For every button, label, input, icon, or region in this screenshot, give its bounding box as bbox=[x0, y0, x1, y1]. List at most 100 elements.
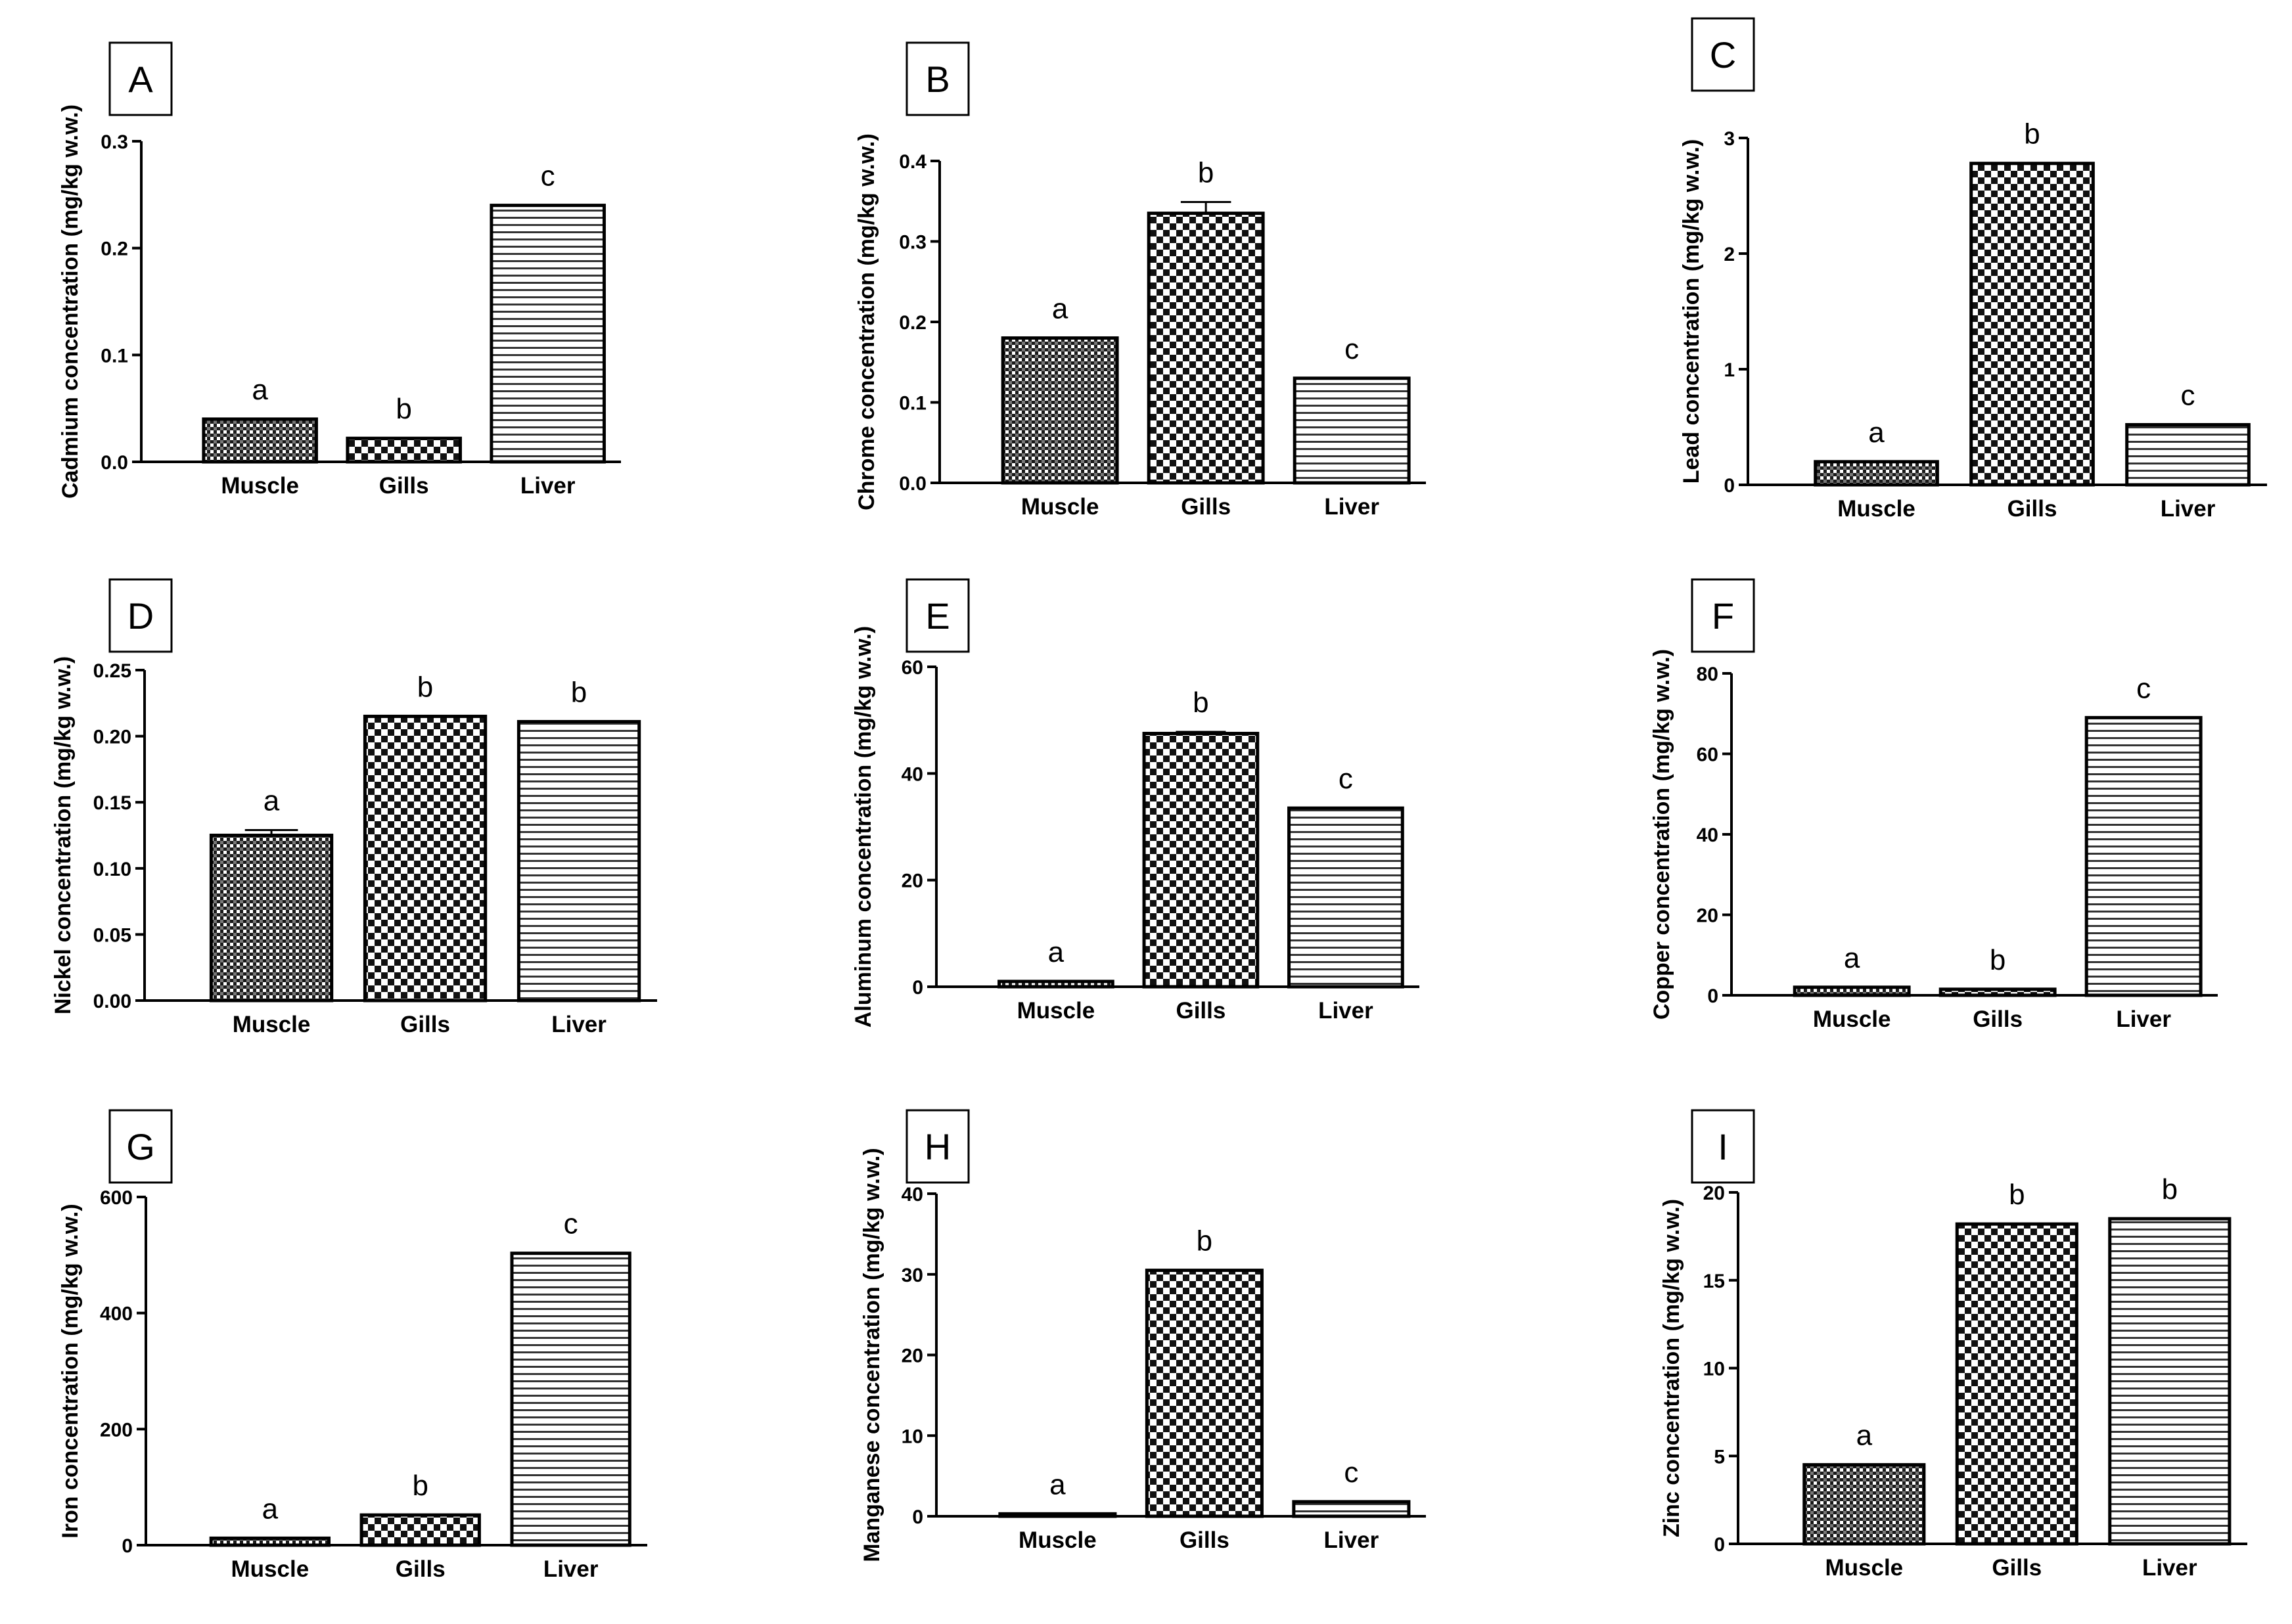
panel-d: D 0.00 0.05 0.10 0.15 0.20 0.25 Nickel concentr… bbox=[51, 578, 657, 1037]
bar-gills bbox=[359, 1513, 481, 1547]
bar-liver bbox=[1292, 1500, 1411, 1518]
y-tick-label: 0.0 bbox=[101, 452, 128, 474]
significance-label: a bbox=[1049, 1468, 1066, 1500]
category-label: Muscle bbox=[1813, 1006, 1891, 1032]
y-tick-label: 0.0 bbox=[899, 473, 927, 495]
category-label: Gills bbox=[1181, 494, 1231, 520]
y-tick-label: 0 bbox=[122, 1535, 133, 1557]
significance-label: b bbox=[1198, 156, 1214, 189]
y-tick-label: 20 bbox=[902, 1345, 923, 1367]
category-label: Liver bbox=[1324, 494, 1379, 520]
y-tick-label: 600 bbox=[100, 1187, 133, 1209]
bar-muscle bbox=[1793, 985, 1911, 997]
category-label: Liver bbox=[520, 473, 576, 499]
category-label: Muscle bbox=[1837, 496, 1915, 522]
y-tick-label: 0.1 bbox=[101, 345, 128, 367]
y-tick-label: 20 bbox=[902, 870, 923, 892]
panel-letter: H bbox=[925, 1126, 951, 1167]
bar-gills bbox=[1147, 212, 1265, 485]
bar-gills bbox=[363, 714, 488, 1003]
y-tick-label: 80 bbox=[1697, 664, 1718, 685]
y-axis-label: Copper concentration (mg/kg w.w.) bbox=[1649, 649, 1674, 1020]
y-axis-label: Nickel concentration (mg/kg w.w.) bbox=[51, 656, 76, 1014]
y-axis-label: Lead concentration (mg/kg w.w.) bbox=[1679, 139, 1704, 484]
y-tick-label: 15 bbox=[1703, 1271, 1725, 1292]
category-label: Liver bbox=[551, 1012, 607, 1037]
y-tick-label: 0.15 bbox=[93, 792, 131, 814]
significance-label: c bbox=[564, 1208, 578, 1240]
y-tick-label: 3 bbox=[1724, 128, 1735, 150]
y-tick-label: 40 bbox=[902, 763, 923, 785]
y-tick-label: 400 bbox=[100, 1303, 133, 1325]
panel-e: E 0 20 40 60 Aluminum concentration (mg/kg w.… bbox=[851, 578, 1419, 1027]
bar-muscle bbox=[209, 834, 334, 1003]
y-tick-label: 0.1 bbox=[899, 393, 927, 415]
y-tick-label: 0.3 bbox=[101, 131, 128, 153]
significance-label: a bbox=[264, 784, 280, 817]
panel-letter-box bbox=[905, 578, 970, 653]
category-label: Gills bbox=[400, 1012, 450, 1037]
category-label: Liver bbox=[543, 1556, 599, 1582]
category-label: Gills bbox=[1176, 998, 1226, 1024]
y-tick-label: 1 bbox=[1724, 359, 1735, 381]
category-label: Muscle bbox=[221, 473, 299, 499]
category-label: Liver bbox=[1324, 1527, 1379, 1553]
category-label: Liver bbox=[2161, 496, 2216, 522]
significance-label: a bbox=[1856, 1420, 1873, 1452]
y-tick-label: 0.2 bbox=[899, 312, 927, 334]
y-tick-label: 20 bbox=[1703, 1183, 1725, 1204]
panel-c: C 0 1 2 3 Lead concentration (mg/kg w.w.) a Mus… bbox=[1679, 17, 2267, 522]
panel-b: B 0.0 0.1 0.2 0.3 0.4 Chrome concentration (mg… bbox=[854, 41, 1426, 520]
panel-letter: D bbox=[127, 595, 154, 637]
bar-liver bbox=[2108, 1217, 2232, 1546]
bar-gills bbox=[1938, 987, 2057, 997]
y-tick-label: 10 bbox=[1703, 1359, 1725, 1380]
significance-label: c bbox=[2181, 379, 2195, 411]
y-tick-label: 0.3 bbox=[899, 232, 927, 254]
y-tick-label: 40 bbox=[1697, 824, 1718, 846]
y-axis-label: Manganese concentration (mg/kg w.w.) bbox=[860, 1148, 884, 1562]
bar-muscle bbox=[998, 1512, 1117, 1518]
category-label: Muscle bbox=[1017, 998, 1095, 1024]
significance-label: a bbox=[262, 1493, 279, 1525]
panel-letter-box bbox=[1691, 578, 1755, 653]
bar-muscle bbox=[202, 417, 318, 464]
panel-f: F 0 20 40 60 80 Copper concentration (mg/kg w.… bbox=[1649, 578, 2218, 1032]
panel-letter-box bbox=[1691, 17, 1755, 92]
bar-gills bbox=[1145, 1269, 1264, 1518]
category-label: Gills bbox=[379, 473, 429, 499]
y-axis-label: Zinc concentration (mg/kg w.w.) bbox=[1659, 1199, 1684, 1537]
panel-g: G 0 200 400 600 Iron concentration (mg/kg w.w… bbox=[58, 1109, 647, 1582]
significance-label: c bbox=[541, 160, 555, 192]
significance-label: a bbox=[1844, 942, 1860, 974]
bar-liver bbox=[2084, 715, 2203, 997]
significance-label: b bbox=[2024, 118, 2040, 150]
category-label: Gills bbox=[1992, 1555, 2042, 1581]
panel-h: H 0 10 20 30 40 Manganese concentration (mg/kg… bbox=[860, 1109, 1426, 1562]
panel-letter: G bbox=[126, 1126, 155, 1167]
category-label: Liver bbox=[2142, 1555, 2197, 1581]
y-tick-label: 60 bbox=[1697, 744, 1718, 766]
y-tick-label: 200 bbox=[100, 1419, 133, 1441]
category-label: Liver bbox=[1318, 998, 1373, 1024]
y-tick-label: 0.10 bbox=[93, 859, 131, 880]
y-tick-label: 0.4 bbox=[899, 151, 927, 173]
y-axis-label: Iron concentration (mg/kg w.w.) bbox=[58, 1204, 83, 1538]
bar-muscle bbox=[209, 1536, 331, 1547]
category-label: Gills bbox=[396, 1556, 446, 1582]
category-label: Muscle bbox=[231, 1556, 309, 1582]
y-tick-label: 60 bbox=[902, 657, 923, 679]
y-axis-label: Aluminum concentration (mg/kg w.w.) bbox=[851, 626, 876, 1027]
panel-letter: I bbox=[1718, 1126, 1728, 1167]
significance-label: c bbox=[2136, 672, 2151, 704]
significance-label: b bbox=[2162, 1173, 2178, 1206]
bar-liver bbox=[516, 719, 641, 1003]
panel-letter-box bbox=[108, 1109, 173, 1184]
y-axis-label: Chrome concentration (mg/kg w.w.) bbox=[854, 133, 879, 510]
bar-liver bbox=[510, 1252, 631, 1547]
panel-letter: C bbox=[1710, 34, 1736, 76]
y-tick-label: 30 bbox=[902, 1265, 923, 1286]
panel-letter-box bbox=[108, 41, 173, 116]
panel-letter: B bbox=[925, 58, 950, 100]
